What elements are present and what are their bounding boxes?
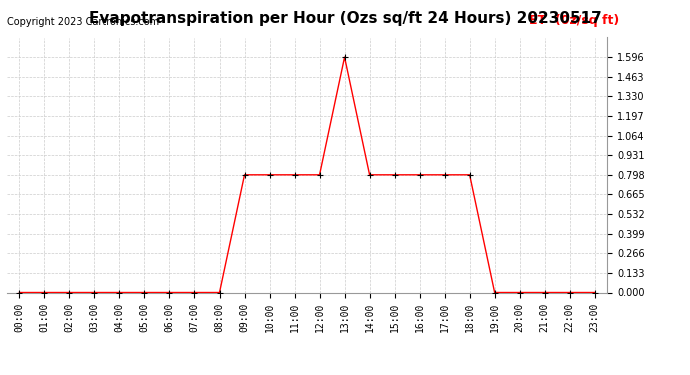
Text: Copyright 2023 Cartronics.com: Copyright 2023 Cartronics.com bbox=[7, 17, 159, 27]
Text: ET  (0z/sq ft): ET (0z/sq ft) bbox=[529, 14, 620, 27]
Text: Evapotranspiration per Hour (Ozs sq/ft 24 Hours) 20230517: Evapotranspiration per Hour (Ozs sq/ft 2… bbox=[88, 11, 602, 26]
